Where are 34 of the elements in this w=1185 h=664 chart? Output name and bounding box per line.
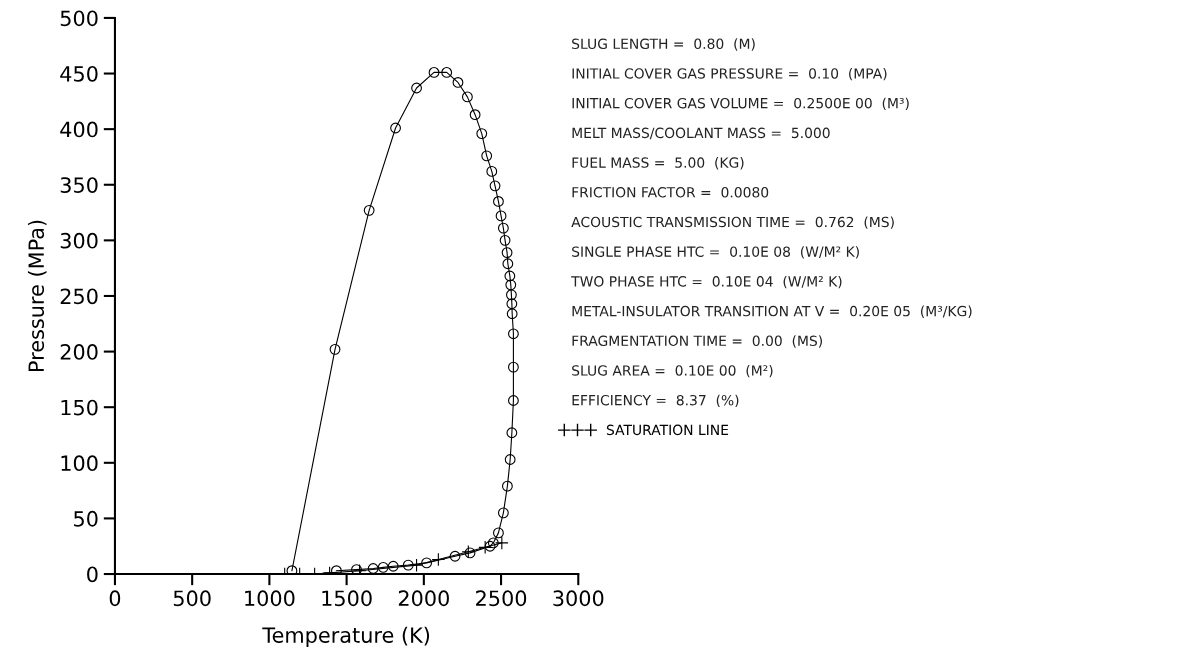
x-axis-title: Temperature (K): [262, 626, 430, 647]
x-tick-label: 2000: [398, 590, 449, 607]
x-tick-label: 3000: [553, 590, 604, 607]
x-tick-label: 0: [109, 590, 121, 607]
y-tick-label: 200: [60, 344, 98, 360]
annotation: ACOUSTIC TRANSMISSION TIME = 0.762 (MS): [571, 216, 894, 229]
y-axis-title: Pressure (MPa): [27, 220, 47, 372]
annotation: SLUG LENGTH = 0.80 (M): [572, 38, 755, 51]
annotation: INITIAL COVER GAS VOLUME = 0.2500E 00 (M³): [572, 97, 909, 111]
y-tick-label: 50: [74, 510, 98, 527]
annotation: FRAGMENTATION TIME = 0.00 (MS): [572, 335, 822, 348]
annotation: TWO PHASE HTC = 0.10E 04 (W/M² K): [571, 275, 842, 289]
y-tick-label: 450: [60, 65, 98, 82]
annotation: INITIAL COVER GAS PRESSURE = 0.10 (MPA): [572, 67, 887, 81]
annotation: SLUG AREA = 0.10E 00 (M²): [572, 364, 773, 378]
y-tick-label: 100: [61, 455, 98, 472]
x-tick-label: 1000: [245, 590, 295, 607]
x-tick-label: 1500: [322, 590, 372, 607]
y-tick-label: 300: [60, 232, 98, 249]
y-tick-label: 500: [60, 10, 98, 27]
annotation: SINGLE PHASE HTC = 0.10E 08 (W/M² K): [572, 246, 859, 259]
y-tick-label: 350: [60, 177, 98, 193]
annotation: FRICTION FACTOR = 0.0080: [572, 187, 769, 198]
annotation: EFFICIENCY = 8.37 (%): [572, 394, 739, 408]
annotation: FUEL MASS = 5.00 (KG): [572, 157, 744, 170]
annotation: MELT MASS/COOLANT MASS = 5.000: [572, 127, 830, 140]
x-tick-label: 2500: [476, 590, 527, 607]
y-tick-label: 250: [60, 288, 98, 305]
y-tick-label: 150: [61, 399, 98, 416]
legend-label: SATURATION LINE: [606, 424, 729, 436]
y-tick-label: 400: [60, 121, 98, 138]
x-tick-label: 500: [173, 590, 211, 607]
annotation: METAL-INSULATOR TRANSITION AT V = 0.20E 05 (M³/KG): [572, 305, 972, 318]
y-tick-label: 0: [87, 566, 98, 583]
